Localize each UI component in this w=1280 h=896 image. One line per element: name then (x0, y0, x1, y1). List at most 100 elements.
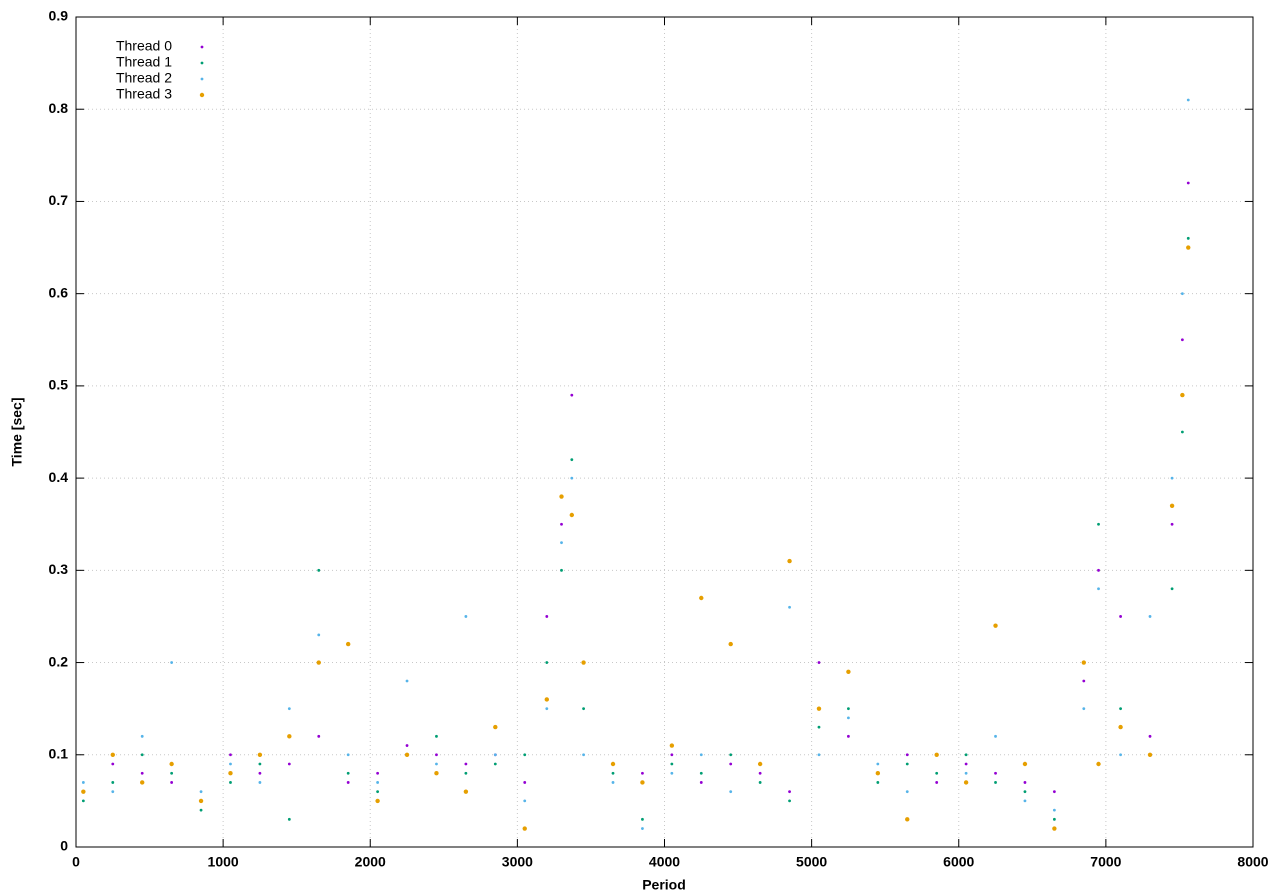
data-point (317, 734, 321, 738)
x-tick-label: 1000 (208, 854, 239, 870)
data-point (611, 771, 615, 775)
data-point (1169, 503, 1175, 508)
legend-label: Thread 3 (116, 86, 172, 102)
data-point (140, 753, 144, 757)
data-point (111, 781, 115, 784)
data-point (1082, 707, 1086, 711)
data-point (994, 734, 997, 738)
data-point (434, 771, 439, 776)
data-point (1052, 817, 1056, 821)
data-point (317, 633, 321, 637)
data-point (788, 790, 791, 794)
data-point (81, 781, 85, 784)
data-point (435, 753, 438, 757)
data-point (876, 781, 880, 784)
data-point (1186, 181, 1190, 185)
data-point (435, 762, 438, 766)
data-point (1082, 679, 1086, 683)
data-point (258, 762, 262, 766)
data-point (560, 522, 563, 526)
legend-marker (200, 45, 204, 49)
data-point (905, 753, 909, 757)
data-point (570, 458, 574, 462)
data-point (1170, 522, 1174, 526)
data-point (229, 753, 232, 757)
data-point (1180, 430, 1184, 434)
data-point (404, 752, 410, 757)
data-point (559, 494, 564, 499)
data-point (1097, 587, 1100, 591)
data-point (258, 781, 262, 784)
data-point (1118, 724, 1123, 730)
data-point (963, 780, 969, 785)
data-point (545, 707, 549, 711)
data-point (228, 771, 233, 776)
data-point (670, 762, 674, 766)
data-point (375, 798, 380, 804)
data-point (699, 771, 703, 775)
data-point (993, 623, 998, 628)
data-point (523, 781, 527, 784)
data-point (610, 761, 616, 767)
data-point (1186, 236, 1190, 240)
data-point (1052, 790, 1056, 794)
data-point (1186, 245, 1191, 250)
data-point (905, 790, 909, 794)
y-axis-label: Time [sec] (9, 398, 25, 467)
y-tick-label: 0.1 (49, 745, 69, 761)
data-point (1148, 615, 1152, 618)
legend-label: Thread 2 (116, 70, 172, 86)
data-point (493, 762, 497, 766)
x-tick-label: 6000 (943, 854, 974, 870)
data-point (758, 781, 762, 784)
data-point (581, 660, 586, 665)
data-point (229, 762, 232, 766)
data-point (545, 661, 549, 664)
data-point (1119, 615, 1122, 618)
legend-marker (200, 77, 204, 81)
data-point (817, 725, 821, 729)
data-point (757, 761, 763, 767)
y-tick-label: 0.3 (49, 561, 69, 577)
data-point (582, 707, 585, 711)
data-point (817, 661, 821, 664)
data-point (964, 762, 968, 766)
data-point (464, 615, 468, 618)
data-point (544, 697, 549, 702)
data-point (1147, 752, 1153, 757)
data-point (405, 679, 409, 683)
data-point (569, 512, 575, 518)
data-point (1052, 808, 1056, 812)
legend-marker (199, 92, 205, 98)
data-point (788, 799, 791, 803)
data-point (699, 595, 704, 601)
data-point (1186, 98, 1190, 102)
data-point (169, 761, 174, 767)
data-point (729, 790, 733, 794)
y-tick-label: 0.6 (49, 284, 69, 300)
data-point (287, 762, 291, 766)
data-point (1170, 587, 1174, 591)
data-point (964, 753, 968, 757)
data-point (964, 771, 968, 775)
data-point (198, 798, 204, 804)
x-tick-label: 3000 (502, 854, 533, 870)
data-point (670, 753, 674, 757)
y-tick-label: 0 (60, 838, 68, 854)
data-point (140, 780, 145, 785)
data-point (140, 734, 144, 738)
data-point (1096, 761, 1101, 767)
data-point (1022, 761, 1028, 767)
data-point (670, 771, 674, 775)
data-point (582, 753, 585, 757)
data-point (699, 781, 703, 784)
data-point (170, 661, 174, 664)
y-tick-label: 0.2 (49, 653, 69, 669)
data-point (817, 753, 821, 757)
data-point (905, 817, 910, 822)
data-point (1180, 338, 1184, 342)
data-point (316, 660, 321, 665)
data-point (994, 781, 997, 784)
data-point (81, 799, 85, 803)
